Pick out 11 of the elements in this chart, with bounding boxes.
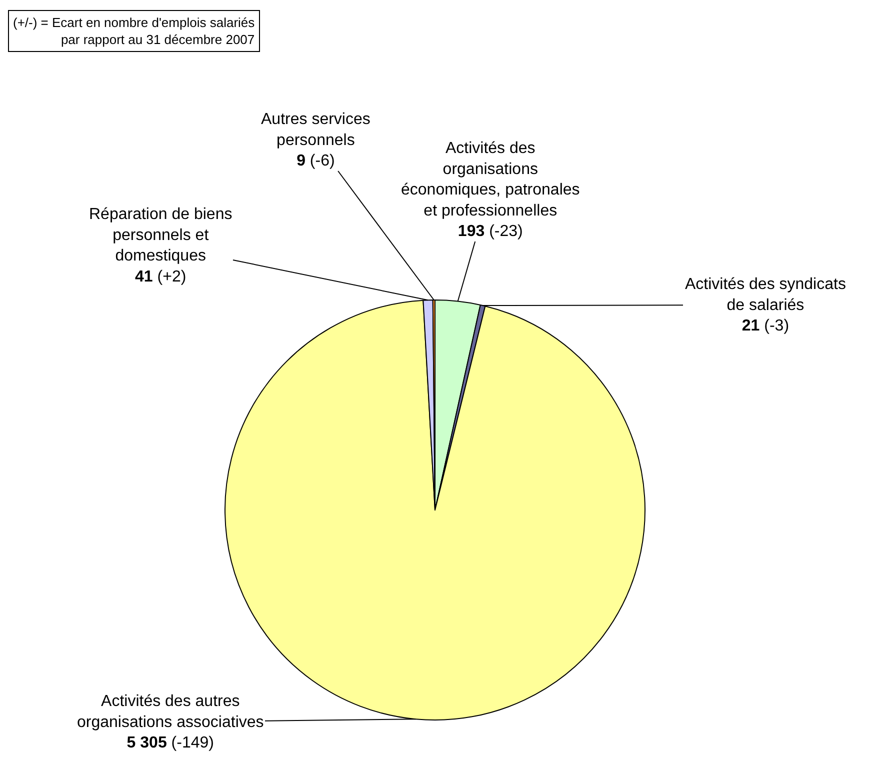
slice-label: Activités des syndicats de salariés xyxy=(685,276,846,314)
data-label: 5 305 (-149) xyxy=(126,734,214,752)
data-label: 9 (-6) xyxy=(296,152,335,170)
slice-label: Activités des autres organisations associatives xyxy=(77,693,264,731)
text: (+/-) = Ecart en nombre d'emplois salariés par rapport au 31 décembre 2007 xyxy=(13,15,256,47)
data-label: 21 (-3) xyxy=(742,318,790,335)
slice-label: Activités des organisations économiques, patronales et professionnelles xyxy=(401,140,580,220)
data-label: 193 (-23) xyxy=(458,223,523,240)
slice-label: Autres services personnels xyxy=(261,111,370,149)
slice-label: Réparation de biens personnels et domestiques xyxy=(89,206,232,265)
data-label: 41 (+2) xyxy=(135,268,186,286)
